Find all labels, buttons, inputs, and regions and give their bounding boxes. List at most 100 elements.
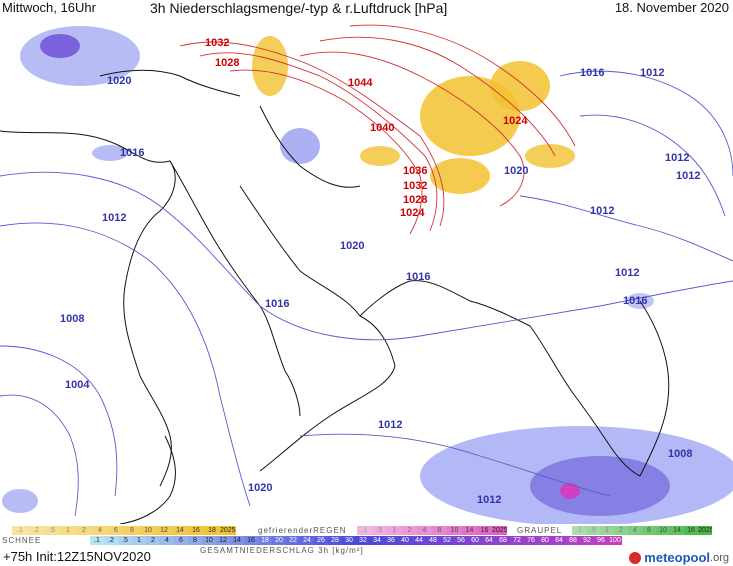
isobar-blue-1008	[0, 345, 118, 497]
isobar-label-low: 1016	[623, 295, 647, 307]
total-scale-cell: 80	[538, 536, 552, 545]
total-scale-cell: 96	[594, 536, 608, 545]
isobar-label-low: 1016	[406, 271, 430, 283]
logo-tld: .org	[710, 551, 729, 564]
isobar-blue-1012-south	[299, 433, 611, 497]
total-scale-cell: 88	[566, 536, 580, 545]
total-scale-cell: 8	[188, 536, 202, 545]
precip-area-sw	[2, 489, 38, 513]
total-scale-cell: 34	[370, 536, 384, 545]
graupel-scale-cell: 2	[614, 526, 628, 535]
total-scale-cell: 26	[314, 536, 328, 545]
meteopool-logo[interactable]: meteopool .org	[629, 550, 729, 565]
snow-scale-cell: 16	[188, 526, 204, 535]
graupel-scale-cell: 4	[628, 526, 642, 535]
total-scale-cell: 20	[272, 536, 286, 545]
graupel-scale-cell: 16	[684, 526, 698, 535]
map-title: 3h Niederschlagsmenge/-typ & r.Luftdruck…	[150, 0, 448, 16]
freezing-scale-cell: 2025+	[492, 526, 507, 535]
isobar-label-low: 1004	[65, 379, 90, 391]
graupel-scale-title: GRAUPEL	[517, 526, 563, 535]
freezing-scale-cell: 1	[387, 526, 402, 535]
freezing-scale-cell: .5	[372, 526, 387, 535]
isobar-label-low: 1020	[107, 75, 131, 87]
isobar-blue-1020-ne	[559, 70, 733, 177]
snow-area-iran	[360, 146, 400, 166]
low-pressure-isobars	[0, 70, 733, 517]
isobar-label-low: 1016	[265, 298, 289, 310]
horn-of-africa	[119, 435, 176, 524]
red-sea-west-coast	[0, 130, 176, 487]
snow-scale-title: SCHNEE	[2, 536, 42, 545]
total-scale-cell: .1	[90, 536, 104, 545]
isobar-label-high: 1036	[403, 165, 427, 177]
isobar-label-low: 1012	[615, 267, 639, 279]
snow-scale-cell: 10	[140, 526, 156, 535]
graupel-scale-cell: 2025+	[698, 526, 712, 535]
isobar-label-low: 1016	[580, 67, 604, 79]
isobar-label-low: 1020	[340, 240, 364, 252]
total-scale-cell: 2	[146, 536, 160, 545]
total-scale-cell: 72	[510, 536, 524, 545]
freezing-scale-cell: 10	[447, 526, 462, 535]
isobar-blue-1004	[0, 394, 79, 517]
snow-scale-cell: 12	[156, 526, 172, 535]
freezing-scale-cell: 4	[417, 526, 432, 535]
snow-scale-cell: 8	[124, 526, 140, 535]
total-scale-cell: .2	[104, 536, 118, 545]
arabia-coast	[239, 185, 396, 472]
isobar-blue-1016-ne	[579, 114, 726, 217]
total-precip-scale: .1.2.5 1 2 4 6 8 10 12 14 16 18 20 22 24 26 28 30 32 34 36 4…	[90, 536, 622, 545]
isobar-labels: 1032102810441040103610321028102410241020…	[60, 37, 700, 506]
precip-area-med	[92, 145, 128, 161]
isobar-label-low: 1012	[676, 170, 700, 182]
snow-area-tibet	[525, 144, 575, 168]
isobar-red-1	[179, 41, 445, 227]
total-scale-cell: 36	[384, 536, 398, 545]
total-precip-scale-title: GESAMTNIEDERSCHLAG 3h [kg/m²]	[200, 546, 364, 555]
snow-scale-cell: .1	[12, 526, 28, 535]
isobar-label-high: 1024	[503, 115, 528, 127]
freezing-scale-cell: .1	[357, 526, 372, 535]
isobar-label-high: 1028	[215, 57, 239, 69]
precip-core-nw	[40, 34, 80, 58]
graupel-scale-cell: 14	[670, 526, 684, 535]
isobar-label-low: 1012	[590, 205, 614, 217]
snow-area-kazakh	[490, 61, 550, 111]
isobar-label-high: 1028	[403, 194, 427, 206]
valid-date-label: 18. November 2020	[614, 0, 729, 15]
isobar-label-low: 1012	[477, 494, 501, 506]
total-scale-cell: 1	[132, 536, 146, 545]
high-pressure-isobars	[179, 24, 576, 235]
isobar-red-4	[299, 51, 525, 207]
isobar-label-low: 1020	[248, 482, 272, 494]
meteopool-logo-icon	[629, 551, 642, 564]
total-scale-cell: 84	[552, 536, 566, 545]
snow-scale-cell: .2	[28, 526, 44, 535]
isobar-label-low: 1020	[504, 165, 528, 177]
graupel-scale-cell: .5	[586, 526, 600, 535]
precipitation-areas	[2, 26, 733, 524]
snow-area-caucasus	[252, 36, 288, 96]
graupel-scale-cell: 1	[600, 526, 614, 535]
graupel-scale-cell: .1	[572, 526, 586, 535]
isobar-label-high: 1032	[205, 37, 229, 49]
freezing-scale-cell: 2	[402, 526, 417, 535]
snow-scale-cell: 2	[76, 526, 92, 535]
snow-scale-cell: 4	[92, 526, 108, 535]
isobar-label-low: 1012	[640, 67, 664, 79]
isobar-red-3	[229, 69, 423, 235]
snow-scale-cell: 2025+	[220, 526, 236, 535]
graupel-scale-cell: 8	[642, 526, 656, 535]
forecast-init-label: +75h Init:12Z15NOV2020	[3, 549, 151, 564]
freezing-scale-cell: 8	[432, 526, 447, 535]
total-scale-cell: 18	[258, 536, 272, 545]
total-scale-cell: 44	[412, 536, 426, 545]
caspian-sea	[259, 105, 361, 188]
isobar-blue-1016	[0, 171, 733, 341]
valid-time-label: Mittwoch, 16Uhr	[2, 0, 96, 15]
